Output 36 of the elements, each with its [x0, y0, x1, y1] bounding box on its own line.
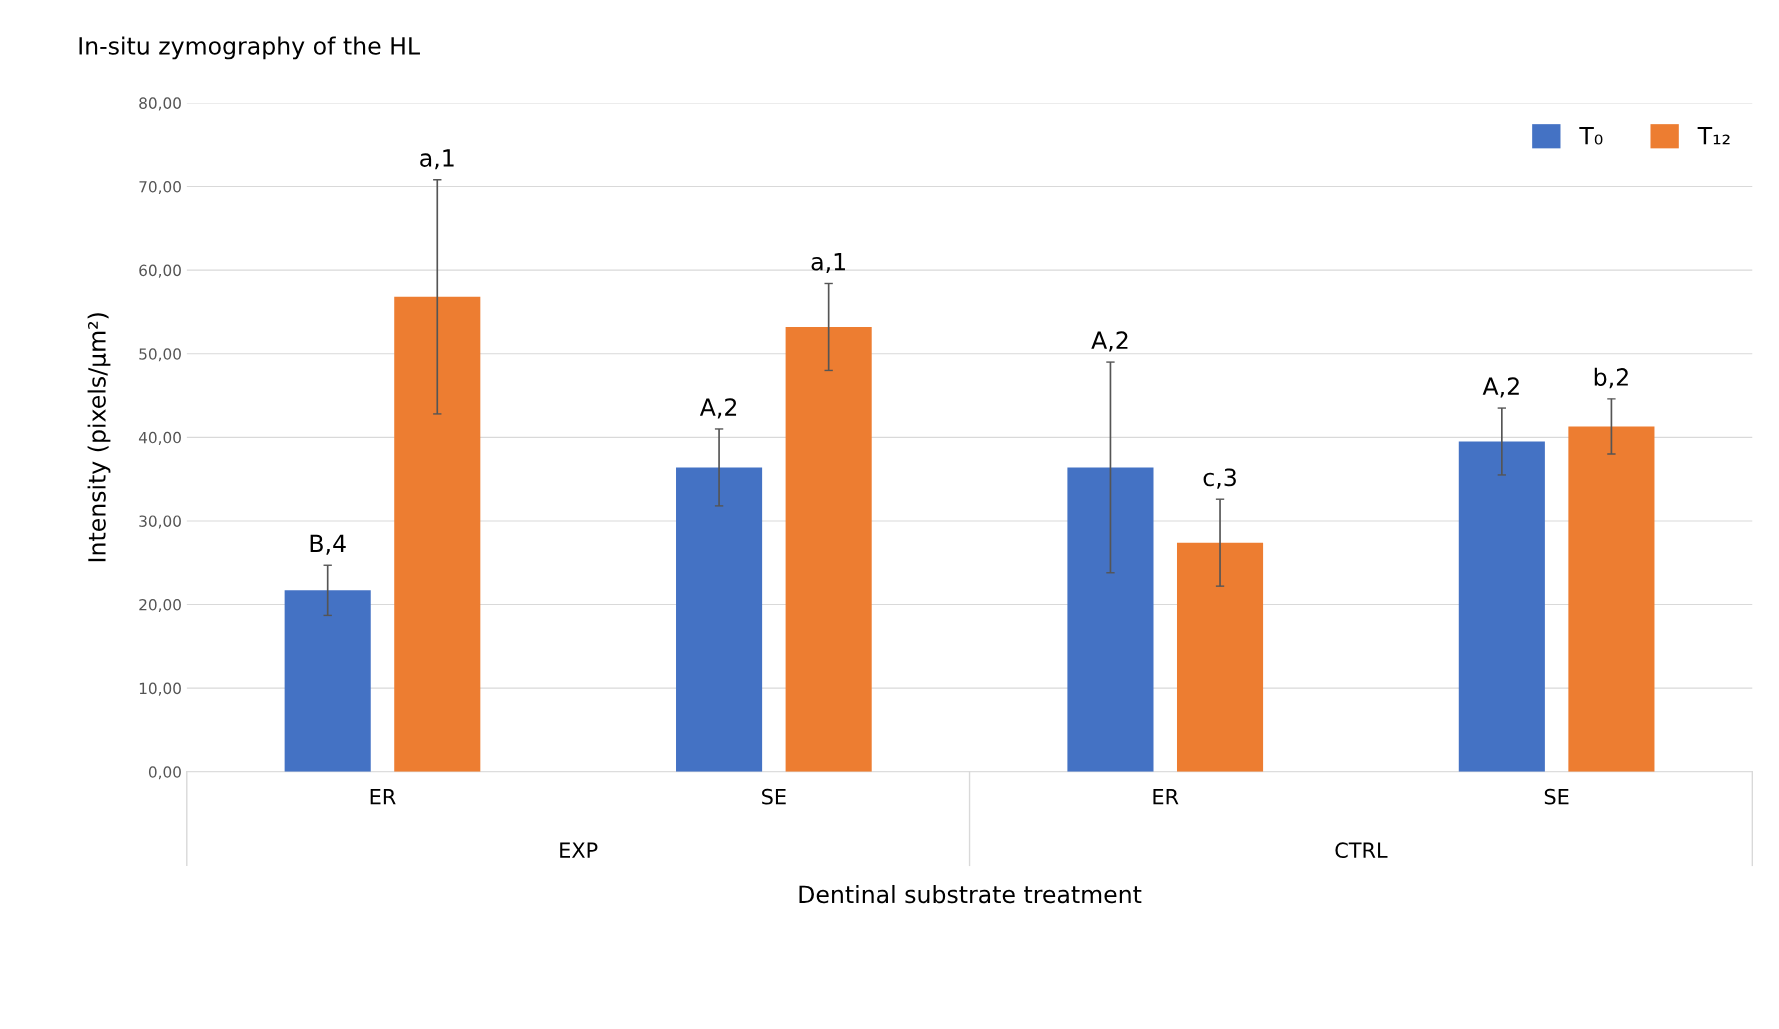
y-tick-label: 40,00 [138, 431, 181, 445]
x-tick-label: SE [1544, 788, 1569, 805]
annotation: b,2 [1594, 367, 1628, 389]
x-tick-label: SE [762, 788, 786, 805]
annotation: a,1 [420, 149, 454, 170]
bar [1568, 426, 1655, 772]
annotation: B,4 [310, 534, 346, 555]
y-tick-label: 30,00 [139, 515, 181, 529]
bar [1458, 441, 1545, 772]
bar [676, 467, 763, 772]
y-tick-label: 70,00 [139, 180, 181, 195]
x-axis-title: Dentinal substrate treatment [799, 884, 1142, 904]
text: CTRL [1335, 842, 1388, 859]
legend-label: T₁₂ [1697, 127, 1730, 145]
x-tick-label: ER [370, 789, 396, 805]
x-tick-label: ER [1153, 789, 1179, 805]
bar [394, 296, 481, 772]
chart-title: In-situ zymography of the HL [79, 36, 420, 60]
y-tick-label: 20,00 [139, 599, 181, 613]
annotation: a,1 [811, 253, 845, 273]
bar [1176, 542, 1264, 772]
bar [1067, 467, 1154, 772]
annotation: A,2 [1091, 331, 1128, 352]
annotation: A,2 [1482, 377, 1519, 398]
y-axis-title: Intensity (pixels/µm²) [87, 313, 111, 562]
y-tick-label: 80,00 [139, 97, 181, 111]
y-tick-label: 50,00 [139, 348, 181, 362]
legend-label: T₀ [1579, 127, 1603, 145]
bar [284, 590, 371, 772]
bar [785, 326, 872, 772]
y-tick-label: 60,00 [139, 264, 181, 278]
y-tick-label: 0,00 [148, 766, 181, 780]
y-tick-label: 10,00 [139, 682, 181, 696]
annotation: A,2 [699, 398, 737, 419]
text: EXP [560, 842, 598, 858]
annotation: c,3 [1203, 468, 1236, 489]
